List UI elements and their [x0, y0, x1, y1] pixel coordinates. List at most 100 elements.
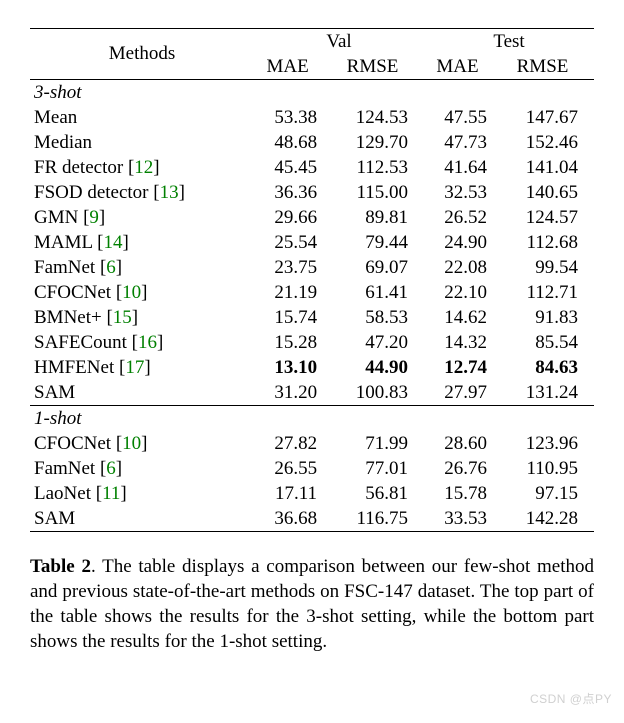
group-1shot-row: 1-shot — [30, 406, 594, 432]
metric-cell: 56.81 — [333, 481, 424, 506]
metric-cell: 115.00 — [333, 180, 424, 205]
metric-cell: 12.74 — [424, 355, 503, 380]
metric-cell: 14.32 — [424, 330, 503, 355]
metric-cell: 91.83 — [503, 305, 594, 330]
metric-cell: 33.53 — [424, 506, 503, 531]
citation-link[interactable]: 15 — [113, 307, 132, 328]
group-3shot-label: 3-shot — [30, 80, 594, 106]
metric-cell: 28.60 — [424, 431, 503, 456]
metric-cell: 112.71 — [503, 280, 594, 305]
method-name: MAML [14] — [30, 230, 254, 255]
metric-cell: 32.53 — [424, 180, 503, 205]
citation-link[interactable]: 11 — [102, 483, 120, 504]
table-row: MAML [14]25.5479.4424.90112.68 — [30, 230, 594, 255]
method-name: FSOD detector [13] — [30, 180, 254, 205]
metric-cell: 58.53 — [333, 305, 424, 330]
table-row: LaoNet [11]17.1156.8115.7897.15 — [30, 481, 594, 506]
table-row: SAM36.68116.7533.53142.28 — [30, 506, 594, 531]
results-table: Methods Val Test MAE RMSE MAE RMSE 3-sho… — [30, 28, 594, 532]
citation-link[interactable]: 9 — [89, 207, 99, 228]
citation-link[interactable]: 17 — [125, 357, 144, 378]
citation-link[interactable]: 16 — [138, 332, 157, 353]
method-name: Median — [30, 130, 254, 155]
citation-link[interactable]: 14 — [104, 232, 123, 253]
header-methods: Methods — [30, 29, 254, 80]
citation-link[interactable]: 13 — [160, 182, 179, 203]
method-name: SAM — [30, 506, 254, 531]
header-val: Val — [254, 29, 424, 55]
metric-cell: 44.90 — [333, 355, 424, 380]
citation-link[interactable]: 6 — [106, 257, 116, 278]
metric-cell: 22.08 — [424, 255, 503, 280]
citation-link[interactable]: 12 — [134, 157, 153, 178]
watermark: CSDN @点PY — [530, 690, 612, 707]
metric-cell: 85.54 — [503, 330, 594, 355]
table-row: BMNet+ [15]15.7458.5314.6291.83 — [30, 305, 594, 330]
metric-cell: 79.44 — [333, 230, 424, 255]
method-name: SAFECount [16] — [30, 330, 254, 355]
metric-cell: 36.36 — [254, 180, 333, 205]
method-name: FR detector [12] — [30, 155, 254, 180]
citation-link[interactable]: 10 — [122, 433, 141, 454]
table-row: Median48.68129.7047.73152.46 — [30, 130, 594, 155]
header-test-mae: MAE — [424, 54, 503, 80]
group-1shot-label: 1-shot — [30, 406, 594, 432]
metric-cell: 47.55 — [424, 105, 503, 130]
metric-cell: 21.19 — [254, 280, 333, 305]
metric-cell: 152.46 — [503, 130, 594, 155]
metric-cell: 36.68 — [254, 506, 333, 531]
metric-cell: 45.45 — [254, 155, 333, 180]
metric-cell: 22.10 — [424, 280, 503, 305]
metric-cell: 124.53 — [333, 105, 424, 130]
metric-cell: 13.10 — [254, 355, 333, 380]
metric-cell: 99.54 — [503, 255, 594, 280]
table-row: HMFENet [17]13.1044.9012.7484.63 — [30, 355, 594, 380]
metric-cell: 69.07 — [333, 255, 424, 280]
table-caption: Table 2. The table displays a comparison… — [30, 554, 594, 654]
metric-cell: 27.97 — [424, 380, 503, 406]
metric-cell: 29.66 — [254, 205, 333, 230]
method-name: LaoNet [11] — [30, 481, 254, 506]
metric-cell: 23.75 — [254, 255, 333, 280]
metric-cell: 112.53 — [333, 155, 424, 180]
metric-cell: 15.28 — [254, 330, 333, 355]
table-row: SAM31.20100.8327.97131.24 — [30, 380, 594, 406]
metric-cell: 47.20 — [333, 330, 424, 355]
metric-cell: 25.54 — [254, 230, 333, 255]
metric-cell: 47.73 — [424, 130, 503, 155]
header-test-rmse: RMSE — [503, 54, 594, 80]
metric-cell: 26.76 — [424, 456, 503, 481]
group-3shot-row: 3-shot — [30, 80, 594, 106]
header-test: Test — [424, 29, 594, 55]
metric-cell: 84.63 — [503, 355, 594, 380]
table-row: FamNet [6]23.7569.0722.0899.54 — [30, 255, 594, 280]
citation-link[interactable]: 10 — [122, 282, 141, 303]
method-name: GMN [9] — [30, 205, 254, 230]
table-row: Mean53.38124.5347.55147.67 — [30, 105, 594, 130]
header-val-rmse: RMSE — [333, 54, 424, 80]
header-val-mae: MAE — [254, 54, 333, 80]
table-row: CFOCNet [10]27.8271.9928.60123.96 — [30, 431, 594, 456]
header-row-top: Methods Val Test — [30, 29, 594, 55]
method-name: SAM — [30, 380, 254, 406]
metric-cell: 15.74 — [254, 305, 333, 330]
metric-cell: 17.11 — [254, 481, 333, 506]
method-name: FamNet [6] — [30, 255, 254, 280]
caption-text: . The table displays a comparison betwee… — [30, 556, 594, 652]
table-row: GMN [9]29.6689.8126.52124.57 — [30, 205, 594, 230]
metric-cell: 48.68 — [254, 130, 333, 155]
metric-cell: 129.70 — [333, 130, 424, 155]
metric-cell: 147.67 — [503, 105, 594, 130]
method-name: HMFENet [17] — [30, 355, 254, 380]
rows-1shot: CFOCNet [10]27.8271.9928.60123.96FamNet … — [30, 431, 594, 531]
method-name: Mean — [30, 105, 254, 130]
method-name: CFOCNet [10] — [30, 280, 254, 305]
metric-cell: 110.95 — [503, 456, 594, 481]
caption-label: Table 2 — [30, 556, 91, 577]
metric-cell: 53.38 — [254, 105, 333, 130]
metric-cell: 97.15 — [503, 481, 594, 506]
citation-link[interactable]: 6 — [106, 458, 116, 479]
method-name: BMNet+ [15] — [30, 305, 254, 330]
metric-cell: 123.96 — [503, 431, 594, 456]
table-row: SAFECount [16]15.2847.2014.3285.54 — [30, 330, 594, 355]
